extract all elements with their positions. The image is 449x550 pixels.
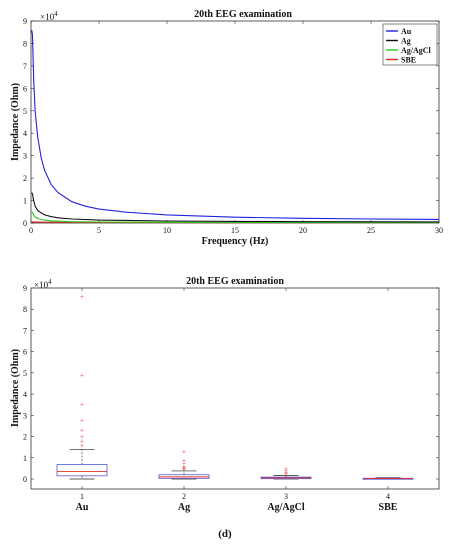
y-tick-label: 6 (23, 84, 27, 93)
panel-label: (d) (218, 528, 232, 540)
outlier-marker: + (284, 465, 288, 473)
box-chart-y-exponent: ×104 (34, 278, 52, 290)
box-chart-plot-area (30, 287, 440, 490)
outlier-marker: + (284, 469, 288, 477)
y-tick-label: 3 (23, 411, 27, 420)
y-tick-label: 9 (23, 284, 27, 293)
outlier-marker: + (80, 437, 84, 445)
line-chart-title: 20th EEG examination (194, 9, 292, 20)
x-tick-label: 25 (367, 226, 375, 235)
box-iqr (56, 464, 108, 477)
outlier-marker: + (80, 417, 84, 425)
legend-label: Ag (401, 37, 411, 46)
x-category-name: Ag/AgCl (267, 502, 304, 513)
outlier-marker: + (80, 433, 84, 441)
line-chart-y-ticks: 0 1 2 3 4 5 6 7 8 9 (23, 17, 439, 228)
y-tick-label: 5 (23, 369, 27, 378)
box-chart-boxes: ++++++++++++++++++++ (56, 293, 414, 480)
line-chart-series (31, 29, 440, 224)
legend-label: Ag/AgCl (401, 46, 432, 55)
y-tick-label: 1 (23, 454, 27, 463)
outlier-marker: + (182, 456, 186, 464)
outlier-marker: + (182, 464, 186, 472)
outlier-marker: + (182, 466, 186, 474)
y-tick-label: 8 (23, 39, 27, 48)
x-tick-label: 10 (163, 226, 171, 235)
outlier-marker: + (182, 448, 186, 456)
y-tick-label: 7 (23, 326, 27, 335)
series-line-ag-agcl (31, 211, 440, 224)
box-chart-y-ticks: 0 1 2 3 4 5 6 7 8 9 (23, 284, 439, 484)
x-tick-label: 3 (284, 492, 288, 501)
outlier-marker: + (284, 471, 288, 479)
y-tick-label: 1 (23, 197, 27, 206)
x-tick-label: 0 (29, 226, 33, 235)
x-tick-label: 20 (299, 226, 307, 235)
x-tick-label: 15 (231, 226, 239, 235)
line-chart-plot-area (30, 20, 440, 224)
x-category-name: Ag (178, 502, 190, 513)
outlier-marker: + (284, 467, 288, 475)
x-tick-label: 2 (182, 492, 186, 501)
line-chart-y-exponent: ×104 (40, 10, 58, 22)
y-tick-label: 8 (23, 305, 27, 314)
outlier-marker: + (80, 427, 84, 435)
line-chart-x-label: Frequency (Hz) (202, 236, 269, 247)
outlier-marker: + (284, 470, 288, 478)
y-tick-label: 0 (23, 475, 27, 484)
x-category-name: SBE (379, 502, 398, 513)
outlier-marker: + (182, 465, 186, 473)
line-chart: 20th EEG examination ×104 0 5 10 15 20 25 30 0… (10, 9, 443, 247)
y-tick-label: 7 (23, 62, 27, 71)
x-category-name: Au (76, 502, 89, 513)
y-tick-label: 2 (23, 433, 27, 442)
y-tick-label: 6 (23, 348, 27, 357)
y-tick-label: 9 (23, 17, 27, 26)
box-group-au: ++++++++ (56, 293, 108, 480)
y-tick-label: 3 (23, 152, 27, 161)
series-line-ag (31, 192, 440, 223)
outlier-marker: + (80, 401, 84, 409)
outlier-marker: + (80, 442, 84, 450)
y-tick-label: 4 (23, 129, 27, 138)
box-group-ag: +++++++ (158, 448, 210, 480)
outlier-marker: + (182, 462, 186, 470)
outlier-marker: + (182, 460, 186, 468)
line-chart-y-label: Impedance (Ohm) (10, 83, 21, 161)
outlier-marker: + (80, 293, 84, 301)
y-tick-label: 0 (23, 219, 27, 228)
box-group-ag-agcl: +++++ (260, 465, 312, 480)
outlier-marker: + (80, 372, 84, 380)
legend-label: Au (401, 27, 412, 36)
y-tick-label: 2 (23, 174, 27, 183)
box-group-sbe (362, 477, 414, 480)
x-tick-label: 30 (435, 226, 443, 235)
series-line-au (31, 29, 440, 220)
legend-label: SBE (401, 56, 416, 65)
y-tick-label: 5 (23, 107, 27, 116)
x-tick-label: 4 (386, 492, 390, 501)
line-chart-x-ticks: 0 5 10 15 20 25 30 (29, 21, 443, 235)
box-chart-title: 20th EEG examination (186, 276, 284, 287)
y-tick-label: 4 (23, 390, 27, 399)
x-tick-label: 1 (80, 492, 84, 501)
x-tick-label: 5 (97, 226, 101, 235)
box-chart-y-label: Impedance (Ohm) (10, 349, 21, 427)
